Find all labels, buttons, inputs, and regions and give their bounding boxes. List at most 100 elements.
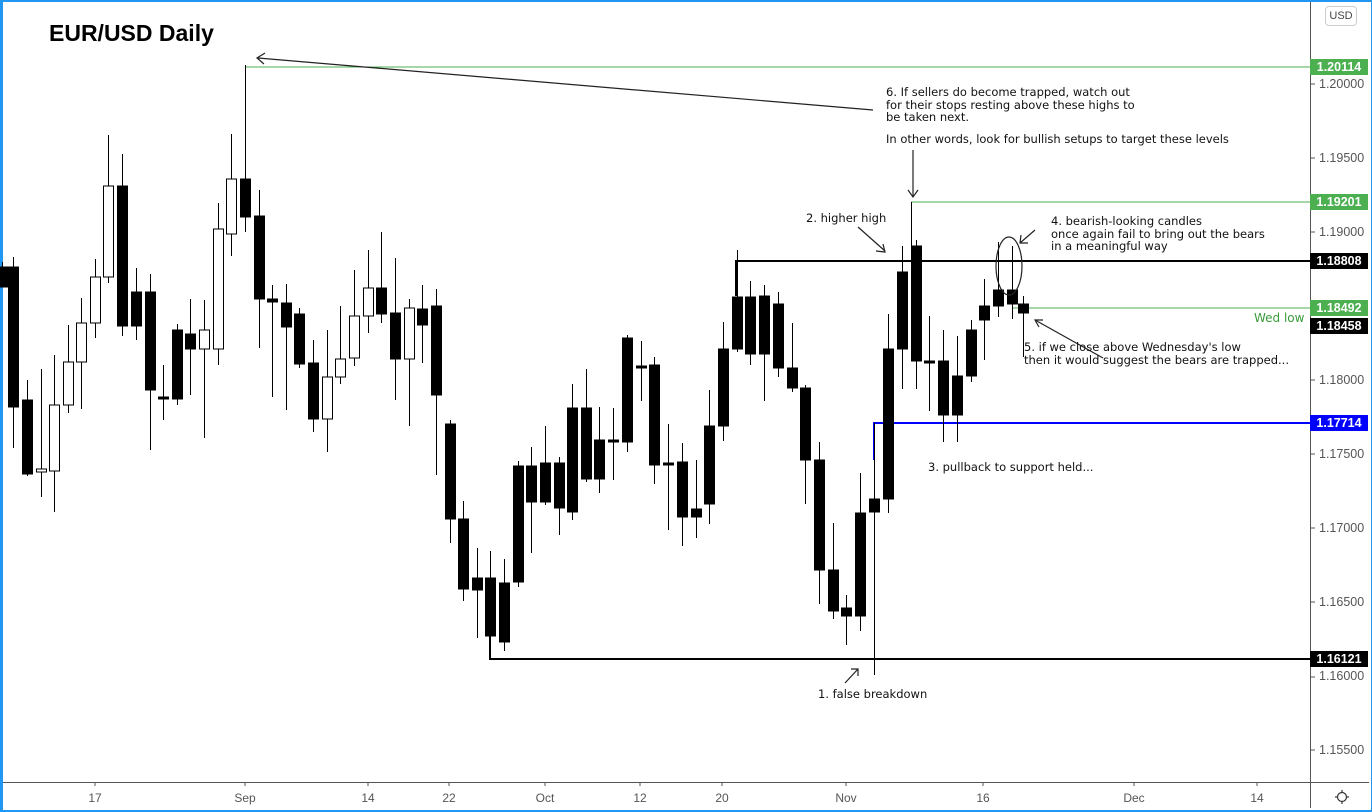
level-1.18808	[735, 260, 1310, 296]
bull-candle	[404, 299, 415, 426]
bear-candle	[787, 323, 798, 392]
bear-candle	[636, 341, 647, 401]
bear-candle	[281, 284, 292, 410]
bear-candle	[172, 324, 183, 405]
bear-candle	[608, 408, 619, 480]
bear-candle	[1007, 246, 1018, 319]
bear-candle	[855, 473, 866, 631]
bear-candle	[376, 232, 387, 323]
bull-candle	[36, 369, 47, 497]
annotation-arrows	[255, 52, 1104, 684]
bull-candle	[349, 270, 360, 366]
bear-candle	[540, 426, 551, 505]
bear-candle	[718, 322, 729, 441]
settings-gear-icon[interactable]	[1335, 790, 1349, 804]
bear-candle	[773, 292, 784, 377]
bear-candle	[294, 308, 305, 368]
price-tick: 1.16000	[1319, 669, 1365, 683]
annotation-1: 1. false breakdown	[818, 687, 928, 701]
time-tick: Nov	[835, 791, 857, 805]
bear-candle	[458, 501, 469, 601]
bear-candle	[581, 369, 592, 482]
bear-candle	[704, 390, 715, 524]
arrow-5	[1034, 319, 1104, 359]
price-label-1.20114: 1.20114	[1310, 59, 1368, 75]
bear-candle	[966, 320, 977, 382]
currency-button[interactable]: USD	[1325, 6, 1357, 26]
bull-candle	[49, 355, 60, 512]
arrow-6-line	[257, 57, 874, 111]
bear-candle	[0, 262, 8, 288]
bear-candle	[431, 289, 442, 475]
price-label-1.19201: 1.19201	[1310, 194, 1368, 210]
arrow-1	[844, 668, 859, 684]
time-tick: 22	[442, 791, 456, 805]
level-1.16121	[489, 636, 1310, 660]
axis-ticks	[94, 83, 1315, 786]
bear-candle	[663, 424, 674, 530]
arrow-2	[857, 226, 886, 252]
bear-candle	[22, 380, 33, 476]
arrow-6-head	[255, 52, 266, 65]
bear-candle	[145, 274, 156, 450]
bull-candle	[103, 135, 114, 283]
bear-candle	[158, 365, 169, 420]
price-label-1.18492: 1.18492	[1310, 300, 1368, 316]
price-label-last: 1.18458	[1310, 318, 1368, 334]
annotation-6b: In other words, look for bullish setups …	[886, 132, 1229, 146]
price-label-1.17714: 1.17714	[1310, 415, 1368, 431]
bear-candle	[897, 246, 908, 389]
bull-candle	[90, 259, 101, 338]
bear-candle	[594, 407, 605, 493]
price-tick: 1.19000	[1319, 225, 1365, 239]
price-tick: 1.15500	[1319, 743, 1365, 757]
price-tick: 1.18000	[1319, 373, 1365, 387]
bear-candle	[131, 268, 142, 340]
arrow-6-down-head	[907, 189, 919, 199]
bull-candle	[363, 250, 374, 333]
bear-candle	[390, 258, 401, 400]
time-tick: 14	[1250, 791, 1264, 805]
bear-candle	[240, 65, 251, 232]
bear-candle	[445, 420, 456, 543]
bear-candle	[841, 595, 852, 645]
candles	[0, 65, 1029, 675]
time-tick: Dec	[1123, 791, 1145, 805]
bear-candle	[869, 423, 880, 675]
arrow-4	[1019, 229, 1036, 244]
bear-candle	[993, 242, 1004, 317]
bear-candle	[649, 357, 660, 484]
annotation-5: 5. if we close above Wednesday's low the…	[1024, 340, 1289, 367]
bear-candle	[938, 330, 949, 442]
bear-candle	[924, 316, 935, 411]
bear-candle	[485, 551, 496, 653]
bear-candle	[308, 340, 319, 432]
bear-candle	[513, 461, 524, 587]
bear-candle	[691, 460, 702, 538]
bear-candle	[526, 447, 537, 553]
chart-title: EUR/USD Daily	[49, 20, 214, 46]
bear-candle	[814, 442, 825, 604]
arrow-2-head	[875, 243, 886, 253]
annotation-2: 2. higher high	[806, 211, 887, 225]
arrow-1-head	[851, 668, 859, 676]
bear-candle	[1018, 296, 1029, 357]
bear-candle	[185, 299, 196, 395]
bear-candle	[554, 457, 565, 535]
price-tick: 1.17500	[1319, 447, 1365, 461]
time-tick: 12	[633, 791, 647, 805]
time-tick: 14	[361, 791, 375, 805]
price-label-1.18808: 1.18808	[1310, 253, 1368, 269]
bear-candle	[911, 240, 922, 389]
arrow-5-head	[1033, 319, 1043, 328]
bear-candle	[267, 285, 278, 397]
bear-candle	[800, 385, 811, 504]
bear-candle	[745, 281, 756, 365]
bear-candle	[732, 250, 743, 352]
price-tick: 1.19500	[1319, 151, 1365, 165]
bear-candle	[677, 443, 688, 546]
bull-candle	[199, 300, 210, 438]
annotation-3: 3. pullback to support held...	[928, 460, 1094, 474]
time-tick: 16	[976, 791, 990, 805]
